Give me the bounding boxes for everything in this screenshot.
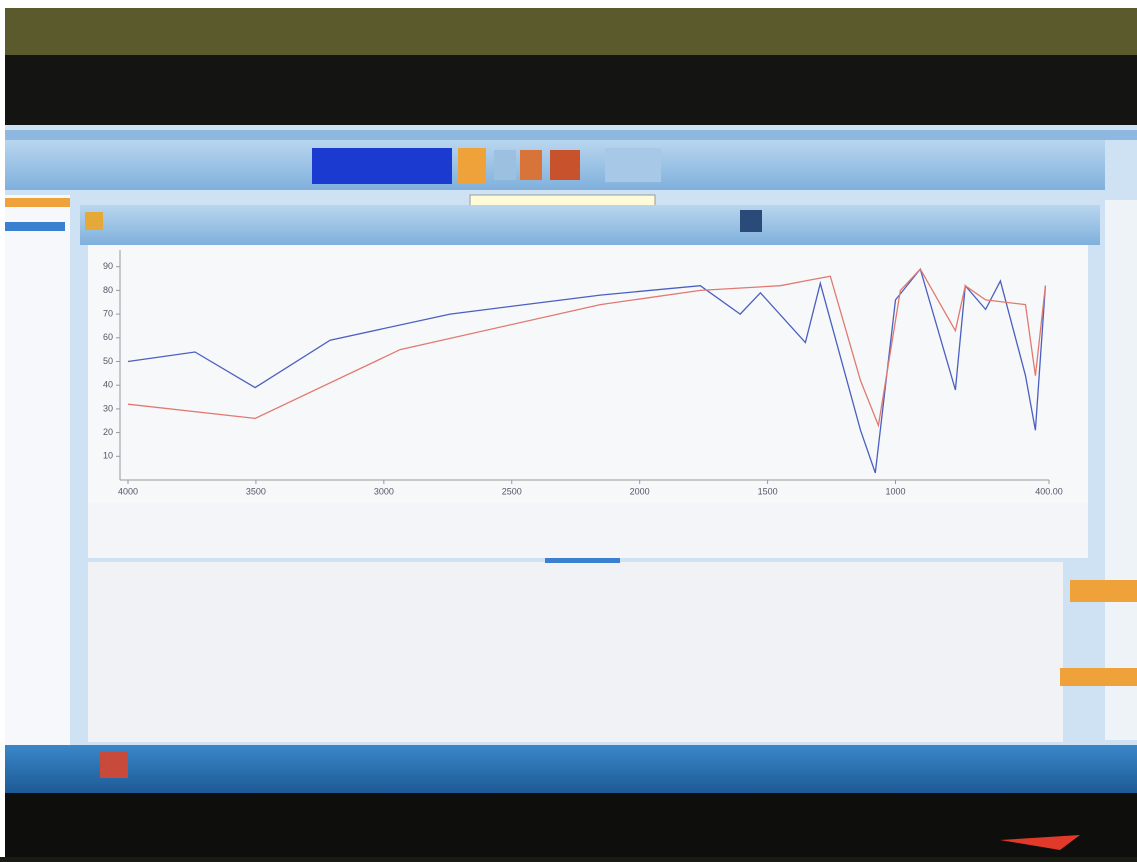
x-tick-label: 2000 xyxy=(630,486,650,496)
x-tick-label: 4000 xyxy=(118,486,138,496)
ribbon-button[interactable] xyxy=(494,150,516,180)
monitor-bezel-bottom xyxy=(5,793,1137,857)
page: {"chart_data": {"type": "line", "xlim": … xyxy=(0,0,1137,857)
x-tick-label: 1000 xyxy=(885,486,905,496)
x-tick-label: 400.00 xyxy=(1035,486,1063,496)
y-tick-label: 10 xyxy=(103,451,113,461)
y-tick-label: 70 xyxy=(103,308,113,318)
right-panel-button[interactable] xyxy=(1070,580,1137,602)
y-tick-label: 80 xyxy=(103,285,113,295)
screenshot: 4000 3500 3000 2500 2000 1500 1000 400.00 10 20 30… xyxy=(0,0,1137,857)
monitor-bezel-top xyxy=(5,55,1137,135)
y-tick-label: 40 xyxy=(103,380,113,390)
y-tick-label: 20 xyxy=(103,427,113,437)
y-tick-label: 60 xyxy=(103,332,113,342)
left-panel xyxy=(5,195,70,745)
left-panel-header xyxy=(5,198,70,207)
tool-icon[interactable] xyxy=(740,210,762,232)
menu-bar xyxy=(5,130,1137,140)
right-panel-button[interactable] xyxy=(1060,668,1137,686)
taskbar-app[interactable] xyxy=(100,752,128,778)
selected-item xyxy=(5,222,65,231)
status-box xyxy=(312,148,452,184)
y-tick-label: 50 xyxy=(103,356,113,366)
ribbon-tools xyxy=(80,205,1100,245)
x-tick-label: 2500 xyxy=(502,486,522,496)
right-panel xyxy=(1105,200,1137,740)
y-tick-label: 90 xyxy=(103,261,113,271)
plot-panel xyxy=(88,245,1088,503)
legend-panel xyxy=(88,503,1088,558)
results-panel xyxy=(88,562,1063,742)
ribbon-button[interactable] xyxy=(520,150,542,180)
splitter[interactable] xyxy=(545,558,620,563)
tool-icon[interactable] xyxy=(85,212,103,230)
ribbon-button[interactable] xyxy=(458,148,486,184)
x-tick-label: 3500 xyxy=(246,486,266,496)
ribbon-button[interactable] xyxy=(550,150,580,180)
x-tick-label: 1500 xyxy=(758,486,778,496)
taskbar xyxy=(5,745,1137,793)
y-tick-label: 30 xyxy=(103,403,113,413)
ribbon-button[interactable] xyxy=(605,148,661,182)
x-tick-label: 3000 xyxy=(374,486,394,496)
